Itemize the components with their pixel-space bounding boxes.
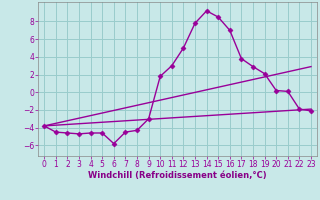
X-axis label: Windchill (Refroidissement éolien,°C): Windchill (Refroidissement éolien,°C) xyxy=(88,171,267,180)
